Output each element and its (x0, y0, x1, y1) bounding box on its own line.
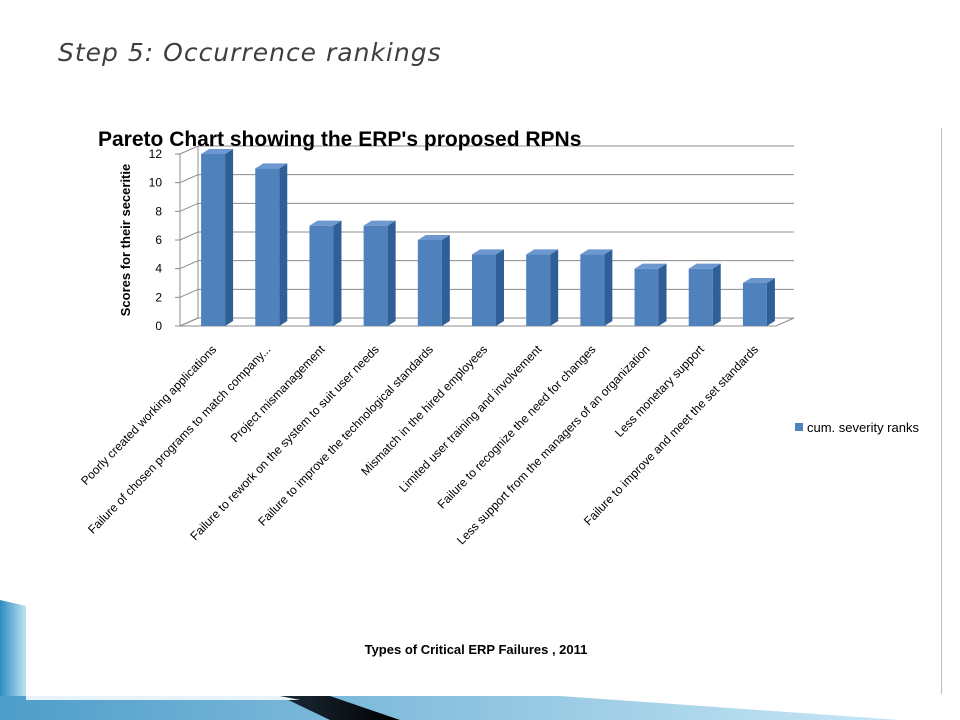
bar (255, 163, 288, 326)
y-axis-ticks: 0 2 4 6 8 10 12 (149, 147, 180, 333)
bar-front (309, 225, 334, 326)
bar-side (766, 278, 775, 326)
y-tick-label: 4 (155, 262, 162, 276)
bar-top (201, 149, 234, 154)
y-tick-label: 10 (149, 176, 163, 190)
x-tick-label: Less support from the managers of an org… (454, 342, 653, 547)
bar (634, 263, 667, 326)
y-tick-label: 2 (155, 290, 162, 304)
bar-side (658, 263, 667, 326)
bar-top (580, 249, 613, 255)
gridline (179, 202, 794, 212)
bar-side (712, 263, 721, 326)
x-tick-label: Failure to rework on the system to suit … (187, 342, 381, 543)
bar-top (472, 249, 504, 255)
bar-side (333, 220, 342, 326)
bar-side (387, 220, 396, 326)
bar-front (201, 154, 226, 326)
bar-front (580, 254, 605, 326)
bar (526, 249, 559, 326)
y-tick-label: 8 (155, 204, 162, 218)
floor (179, 317, 795, 327)
bar-top (363, 220, 396, 226)
bar (472, 249, 504, 326)
y-tick-label: 0 (155, 319, 162, 333)
bar-front (255, 168, 280, 326)
bar-side (441, 235, 450, 326)
bar-top (526, 249, 559, 255)
y-axis-label: Scores for their seceritie (118, 164, 133, 316)
legend-swatch (795, 423, 803, 431)
bar (417, 235, 450, 326)
bar-front (363, 225, 388, 326)
bar-front (472, 254, 496, 326)
bar (580, 249, 613, 326)
bar-side (496, 249, 504, 326)
bar-top (309, 220, 342, 226)
bar-top (688, 263, 721, 269)
bar (742, 278, 775, 326)
gridline (179, 145, 794, 155)
x-tick-label: Project mismanagement (228, 342, 328, 445)
bar (688, 263, 721, 326)
slide-divider (941, 128, 942, 694)
gridline (179, 231, 794, 241)
x-axis-categories: Poorly created working applicationsFailu… (78, 342, 761, 548)
bar-side (225, 149, 234, 326)
bar-front (688, 268, 713, 326)
bar (201, 149, 234, 326)
bar (309, 220, 342, 326)
chart-bars (201, 149, 775, 326)
gridline (179, 174, 794, 184)
y-tick-label: 6 (155, 233, 162, 247)
chart-legend: cum. severity ranks (795, 420, 919, 435)
slide-decoration (0, 600, 900, 720)
bar-top (634, 263, 667, 269)
bar-front (417, 240, 442, 326)
slide-title: Step 5: Occurrence rankings (58, 38, 442, 67)
bar-top (417, 235, 450, 240)
x-tick-label: Less monetary support (612, 342, 707, 440)
legend-label: cum. severity ranks (807, 420, 919, 435)
bar-side (279, 163, 288, 326)
x-tick-label: Failure of chosen programs to match comp… (85, 342, 273, 536)
bar-top (255, 163, 288, 169)
bar (363, 220, 396, 326)
bar-side (550, 249, 559, 326)
bar-side (604, 249, 613, 326)
chart-title: Pareto Chart showing the ERP's proposed … (98, 128, 581, 151)
bar-front (526, 254, 551, 326)
bar-top (742, 278, 775, 283)
bar-front (742, 283, 767, 326)
x-axis-label: Types of Critical ERP Failures , 2011 (365, 642, 588, 657)
y-tick-label: 12 (149, 147, 163, 161)
bar-front (634, 268, 659, 326)
